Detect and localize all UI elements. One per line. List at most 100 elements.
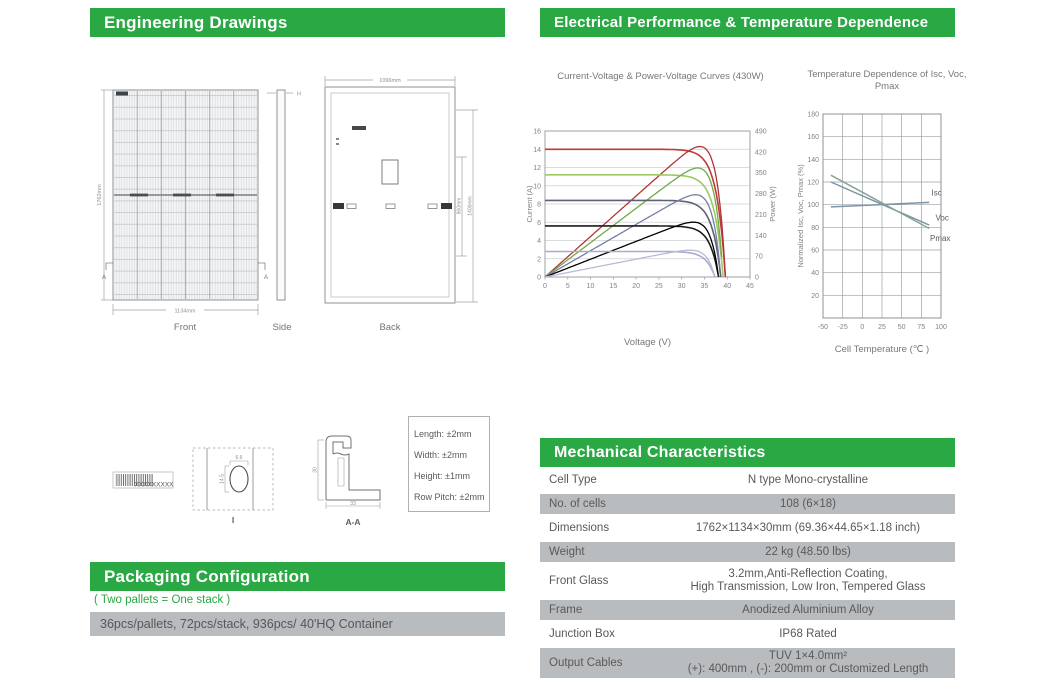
row-value: Anodized Aluminium Alloy	[742, 603, 874, 616]
pv-curve	[544, 167, 723, 278]
temp-chart-title: Temperature Dependence of Isc, Voc, Pmax	[807, 69, 967, 92]
nameplate-mark	[116, 91, 128, 96]
tick-label: 140	[755, 233, 767, 240]
tick-label: 12	[533, 165, 541, 172]
tick-label: 40	[723, 283, 731, 290]
table-row: Front Glass 3.2mm,Anti-Reflection Coatin…	[540, 566, 955, 596]
tick-label: 16	[533, 129, 541, 136]
tick-label: Normalized Isc, Voc, Pmax (%)	[796, 164, 805, 268]
iv-chart-title: Current-Voltage & Power-Voltage Curves (…	[557, 71, 764, 82]
tick-label: 180	[807, 112, 819, 119]
tick-label: Power (W)	[768, 186, 777, 222]
row-value: 1762×1134×30mm (69.36×44.65×1.18 inch)	[695, 521, 921, 534]
tolerance-length: Length: ±2mm	[414, 429, 472, 439]
tick-label: 100	[807, 202, 819, 209]
row-label: Front Glass	[549, 575, 609, 587]
tick-label: 6	[537, 220, 541, 227]
row-value-line1: TUV 1×4.0mm²	[768, 650, 848, 662]
barcode-text: XXXXXXXXX	[134, 482, 174, 489]
table-row: Cell Type N type Mono-crystalline	[540, 470, 955, 490]
tick-label: 80	[811, 225, 819, 232]
junction-box	[381, 159, 399, 185]
profile-dim-lines	[317, 439, 381, 509]
tick-label: 120	[807, 180, 819, 187]
iv-curve	[545, 250, 716, 278]
side-view: H Side	[267, 89, 301, 333]
front-width-dim: 1134mm	[175, 309, 196, 315]
tick-label: 210	[755, 212, 767, 219]
tick-label: 20	[632, 283, 640, 290]
grounding-holes	[336, 138, 339, 145]
tick-label: Voltage (V)	[624, 337, 671, 348]
tick-label: 100	[935, 324, 947, 331]
row-value: IP68 Rated	[779, 627, 837, 640]
table-row: Dimensions 1762×1134×30mm (69.36×44.65×1…	[540, 518, 955, 538]
tick-label: 25	[878, 324, 886, 331]
tick-label: 2	[537, 256, 541, 263]
tick-label: 10	[533, 183, 541, 190]
tick-label: 0	[755, 275, 759, 282]
row-label: Dimensions	[549, 522, 610, 534]
row-label: Output Cables	[549, 657, 623, 669]
section-title: Electrical Performance & Temperature Dep…	[554, 14, 929, 31]
tick-label: 75	[917, 324, 925, 331]
row-value: 22 kg (48.50 lbs)	[765, 545, 851, 558]
tick-label: 10	[587, 283, 595, 290]
tick-label: 350	[755, 170, 767, 177]
tick-label: 35	[701, 283, 709, 290]
row-value-line2: (+): 400mm , (-): 200mm or Customized Le…	[687, 663, 929, 675]
section-header-electrical: Electrical Performance & Temperature Dep…	[540, 8, 955, 37]
tick-label: 60	[811, 248, 819, 255]
tick-label: 30	[678, 283, 686, 290]
tick-label: -50	[818, 324, 828, 331]
tick-label: 490	[755, 129, 767, 136]
mounting-slot-detail: 6.6 14.5 I	[192, 447, 274, 525]
tick-label: Cell Temperature (℃ )	[835, 344, 929, 355]
slot-dim-lines	[224, 460, 249, 493]
row-value: TUV 1×4.0mm² (+): 400mm , (-): 200mm or …	[661, 650, 955, 676]
side-view-label: Side	[272, 322, 291, 333]
barcode: XXXXXXXXX	[112, 471, 174, 489]
tick-label: -25	[838, 324, 848, 331]
row-value: 108 (6×18)	[780, 497, 836, 510]
tick-label: 14	[533, 147, 541, 154]
tolerance-box: Length: ±2mm Width: ±2mm Height: ±1mm Ro…	[408, 416, 490, 512]
pv-curve	[544, 249, 716, 278]
packaging-detail: 36pcs/pallets, 72pcs/stack, 936pcs/ 40'H…	[90, 612, 505, 636]
tick-label: 5	[566, 283, 570, 290]
row-label: No. of cells	[549, 498, 606, 510]
table-row: Output Cables TUV 1×4.0mm² (+): 400mm , …	[540, 648, 955, 678]
label-sticker	[352, 126, 366, 130]
series-line-isc	[830, 201, 930, 208]
row-value-line2: High Transmission, Low Iron, Tempered Gl…	[690, 581, 926, 593]
tick-label: 15	[609, 283, 617, 290]
front-height-dim: 1762mm	[97, 184, 103, 206]
section-title: Mechanical Characteristics	[554, 444, 766, 461]
busbar-dashes	[130, 193, 234, 197]
section-header-packaging: Packaging Configuration	[90, 562, 505, 591]
section-title: Engineering Drawings	[104, 13, 288, 32]
profile-width-dim: 33	[350, 501, 356, 507]
series-line-pmax	[830, 174, 930, 230]
row-label: Cell Type	[549, 474, 597, 486]
tick-label: 0	[860, 324, 864, 331]
tick-label: 0	[543, 283, 547, 290]
section-header-engineering-drawings: Engineering Drawings	[90, 8, 505, 37]
tick-label: 0	[537, 275, 541, 282]
tick-label: 420	[755, 149, 767, 156]
back-top-dim-line	[324, 76, 456, 86]
section-aa-label: A-A	[345, 517, 360, 527]
tolerance-height: Height: ±1mm	[414, 471, 470, 481]
table-row: Junction Box IP68 Rated	[540, 624, 955, 644]
series-line-voc	[830, 181, 930, 226]
tick-label: 280	[755, 191, 767, 198]
row-label: Frame	[549, 604, 583, 616]
back-inner-dim: 960mm	[457, 198, 463, 215]
iv-curve	[545, 174, 724, 278]
section-marker-lines	[105, 262, 266, 270]
tick-label: 4	[537, 238, 541, 245]
tick-label: 45	[746, 283, 754, 290]
pv-curve	[544, 194, 721, 278]
row-label: Junction Box	[549, 628, 615, 640]
packaging-note: ( Two pallets = One stack )	[94, 594, 231, 606]
